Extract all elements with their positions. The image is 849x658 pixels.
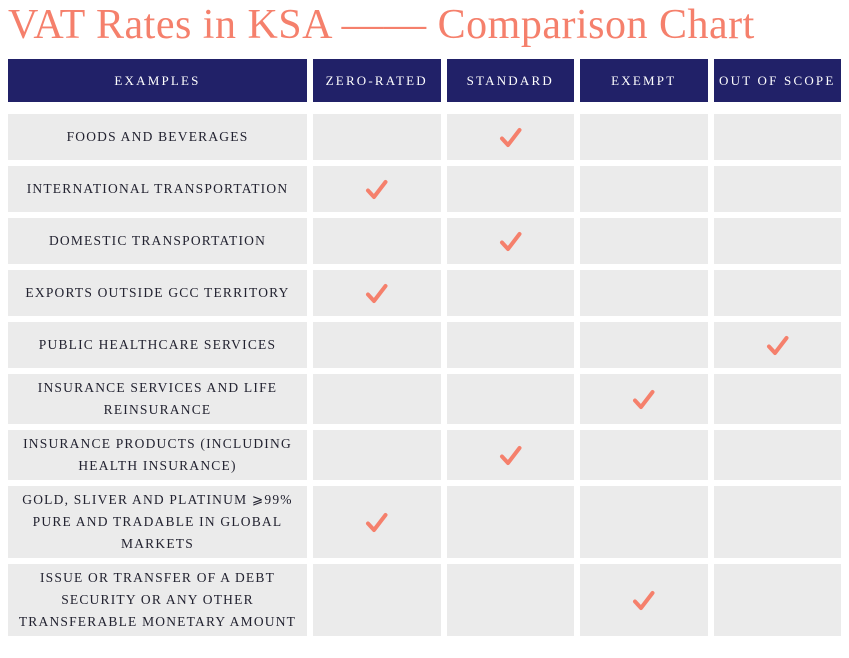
- table-row: INSURANCE PRODUCTS (INCLUDING HEALTH INS…: [8, 430, 841, 481]
- example-cell: ISSUE OR TRANSFER OF A DEBT SECURITY OR …: [8, 564, 307, 637]
- rate-cell-out-of-scope: [713, 166, 841, 213]
- table-header-row: EXAMPLES ZERO-RATED STANDARD EXEMPT OUT …: [8, 59, 841, 103]
- rate-cell-out-of-scope: [713, 430, 841, 481]
- rate-cell-standard: [446, 486, 574, 559]
- rate-cell-zero-rated: [313, 374, 441, 425]
- example-cell: GOLD, SLIVER AND PLATINUM ⩾99% PURE AND …: [8, 486, 307, 559]
- rate-cell-out-of-scope: [713, 486, 841, 559]
- column-header-out-of-scope: OUT OF SCOPE: [713, 59, 841, 103]
- rate-cell-standard: [446, 114, 574, 161]
- check-icon: [366, 512, 388, 532]
- rate-cell-exempt: [580, 374, 708, 425]
- rate-cell-exempt: [580, 322, 708, 369]
- rate-cell-out-of-scope: [713, 564, 841, 637]
- vat-comparison-table: EXAMPLES ZERO-RATED STANDARD EXEMPT OUT …: [8, 59, 841, 637]
- rate-cell-standard: [446, 322, 574, 369]
- rate-cell-exempt: [580, 270, 708, 317]
- check-icon: [766, 335, 789, 355]
- rate-cell-zero-rated: [313, 218, 441, 265]
- table-row: INTERNATIONAL TRANSPORTATION: [8, 166, 841, 213]
- rate-cell-out-of-scope: [713, 114, 841, 161]
- rate-cell-zero-rated: [313, 564, 441, 637]
- rate-cell-zero-rated: [313, 322, 441, 369]
- column-header-standard: STANDARD: [446, 59, 574, 103]
- rate-cell-standard: [446, 564, 574, 637]
- rate-cell-zero-rated: [313, 114, 441, 161]
- check-icon: [633, 590, 655, 610]
- rate-cell-exempt: [580, 486, 708, 559]
- check-icon: [366, 179, 388, 199]
- page-title: VAT Rates in KSA —— Comparison Chart: [8, 2, 755, 48]
- example-cell: EXPORTS OUTSIDE GCC TERRITORY: [8, 270, 307, 317]
- example-cell: INSURANCE SERVICES AND LIFE REINSURANCE: [8, 374, 307, 425]
- rate-cell-out-of-scope: [713, 218, 841, 265]
- table-row: DOMESTIC TRANSPORTATION: [8, 218, 841, 265]
- table-row: FOODS AND BEVERAGES: [8, 114, 841, 161]
- column-header-examples: EXAMPLES: [8, 59, 307, 103]
- rate-cell-standard: [446, 430, 574, 481]
- column-header-exempt: EXEMPT: [580, 59, 708, 103]
- rate-cell-standard: [446, 166, 574, 213]
- example-cell: PUBLIC HEALTHCARE SERVICES: [8, 322, 307, 369]
- rate-cell-zero-rated: [313, 270, 441, 317]
- example-cell: FOODS AND BEVERAGES: [8, 114, 307, 161]
- column-header-zero-rated: ZERO-RATED: [313, 59, 441, 103]
- table-row: ISSUE OR TRANSFER OF A DEBT SECURITY OR …: [8, 564, 841, 637]
- rate-cell-exempt: [580, 430, 708, 481]
- rate-cell-standard: [446, 218, 574, 265]
- check-icon: [499, 127, 522, 147]
- rate-cell-exempt: [580, 114, 708, 161]
- example-cell: INSURANCE PRODUCTS (INCLUDING HEALTH INS…: [8, 430, 307, 481]
- rate-cell-standard: [446, 270, 574, 317]
- check-icon: [366, 283, 388, 303]
- table-body: FOODS AND BEVERAGES INTERNATIONAL TRANSPO…: [8, 114, 841, 637]
- example-cell: INTERNATIONAL TRANSPORTATION: [8, 166, 307, 213]
- rate-cell-exempt: [580, 564, 708, 637]
- check-icon: [499, 445, 522, 465]
- rate-cell-exempt: [580, 166, 708, 213]
- check-icon: [633, 389, 655, 409]
- rate-cell-out-of-scope: [713, 322, 841, 369]
- table-row: GOLD, SLIVER AND PLATINUM ⩾99% PURE AND …: [8, 486, 841, 559]
- rate-cell-zero-rated: [313, 486, 441, 559]
- rate-cell-exempt: [580, 218, 708, 265]
- rate-cell-out-of-scope: [713, 374, 841, 425]
- rate-cell-zero-rated: [313, 166, 441, 213]
- example-cell: DOMESTIC TRANSPORTATION: [8, 218, 307, 265]
- check-icon: [499, 231, 522, 251]
- rate-cell-standard: [446, 374, 574, 425]
- rate-cell-out-of-scope: [713, 270, 841, 317]
- rate-cell-zero-rated: [313, 430, 441, 481]
- table-row: PUBLIC HEALTHCARE SERVICES: [8, 322, 841, 369]
- table-row: EXPORTS OUTSIDE GCC TERRITORY: [8, 270, 841, 317]
- table-row: INSURANCE SERVICES AND LIFE REINSURANCE: [8, 374, 841, 425]
